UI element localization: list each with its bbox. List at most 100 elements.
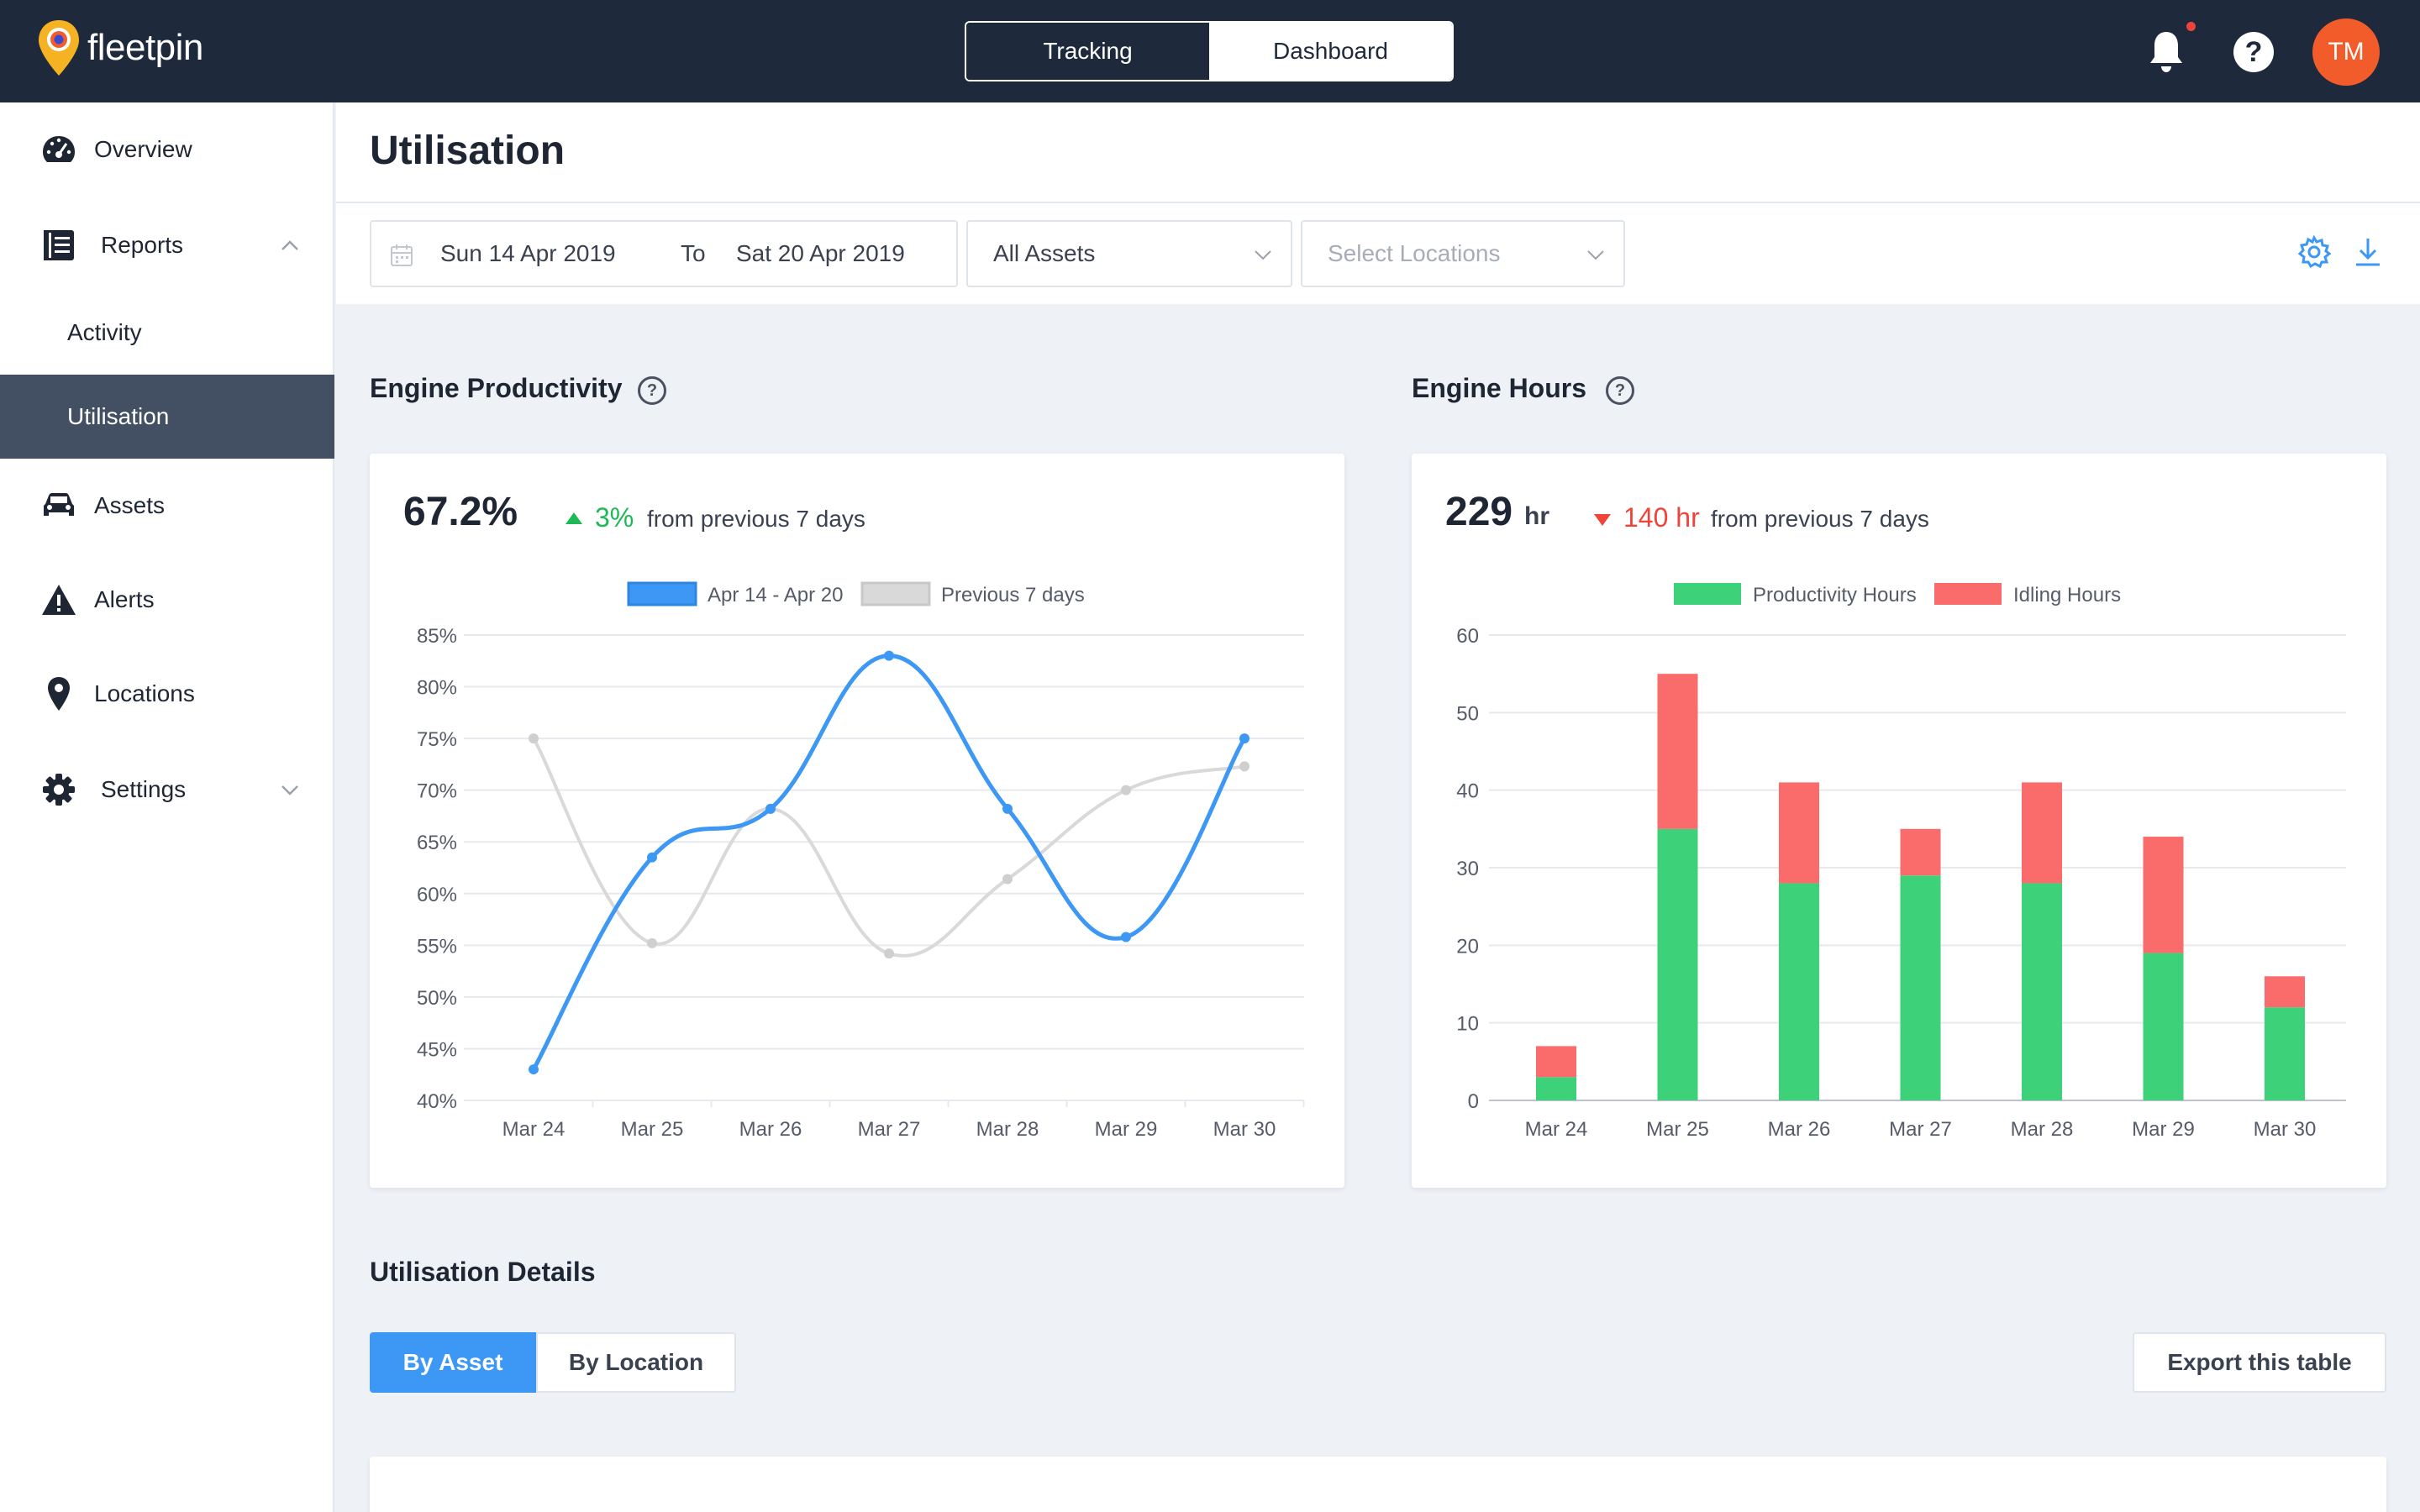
bar-productivity xyxy=(2022,883,2062,1100)
page-header: Utilisation xyxy=(336,102,2420,203)
y-tick-label: 75% xyxy=(417,728,457,751)
sidebar-item-settings[interactable]: Settings xyxy=(0,748,334,832)
avatar[interactable]: TM xyxy=(2312,18,2380,86)
sidebar-item-assets[interactable]: Assets xyxy=(0,464,334,548)
assets-select[interactable]: All Assets xyxy=(966,220,1292,287)
legend-swatch xyxy=(627,581,697,606)
tab-dashboard[interactable]: Dashboard xyxy=(1209,23,1452,80)
bar-productivity xyxy=(2265,1007,2305,1100)
arrow-down-icon xyxy=(1594,514,1611,526)
sidebar-item-locations[interactable]: Locations xyxy=(0,652,334,736)
sidebar-item-label: Activity xyxy=(67,319,142,345)
date-from: Sun 14 Apr 2019 xyxy=(440,240,616,266)
sidebar-item-label: Overview xyxy=(94,136,192,162)
legend-swatch xyxy=(1934,583,2002,605)
y-tick-label: 60% xyxy=(417,884,457,906)
export-table-button[interactable]: Export this table xyxy=(2133,1332,2386,1393)
arrow-up-icon xyxy=(566,512,582,524)
assets-select-value: All Assets xyxy=(993,240,1096,266)
x-tick-label: Mar 28 xyxy=(976,1118,1039,1141)
bar-idling xyxy=(1900,828,1941,876)
logo[interactable]: fleetpin xyxy=(37,18,203,77)
tab-by-location[interactable]: By Location xyxy=(536,1332,736,1393)
data-point xyxy=(884,948,894,959)
y-tick-label: 70% xyxy=(417,780,457,803)
engine-hours-card: 229 hr 140 hr from previous 7 days 0 10 20… xyxy=(1412,454,2386,1188)
tab-by-asset[interactable]: By Asset xyxy=(370,1332,536,1393)
data-point xyxy=(1002,803,1013,814)
locations-select-placeholder: Select Locations xyxy=(1328,240,1501,266)
sidebar-item-label: Utilisation xyxy=(67,403,170,429)
sidebar-item-alerts[interactable]: Alerts xyxy=(0,558,334,642)
y-tick-label: 45% xyxy=(417,1038,457,1061)
locations-select[interactable]: Select Locations xyxy=(1301,220,1625,287)
engine-hours-chart: 0 10 20 30 40 50 60 Mar 24 Mar 25 Mar 26 Mar 27 Mar… xyxy=(1456,583,2346,1141)
x-tick-label: Mar 29 xyxy=(2132,1118,2195,1141)
x-tick-label: Mar 30 xyxy=(1213,1118,1276,1141)
sidebar-item-reports[interactable]: Reports xyxy=(0,203,334,287)
y-tick-label: 40% xyxy=(417,1090,457,1113)
date-range-picker[interactable]: Sun 14 Apr 2019 To Sat 20 Apr 2019 xyxy=(370,220,958,287)
page-title: Utilisation xyxy=(370,129,566,173)
bar-idling xyxy=(1536,1046,1576,1078)
x-tick-label: Mar 27 xyxy=(1889,1118,1952,1141)
filter-bar: Sun 14 Apr 2019 To Sat 20 Apr 2019 All A… xyxy=(336,203,2420,304)
date-to: Sat 20 Apr 2019 xyxy=(736,240,905,266)
data-point xyxy=(647,937,657,948)
x-tick-label: Mar 26 xyxy=(1768,1118,1831,1141)
data-point xyxy=(529,1064,539,1075)
sidebar-item-overview[interactable]: Overview xyxy=(0,108,334,192)
sidebar-item-label: Reports xyxy=(101,232,184,258)
bar-idling xyxy=(2265,976,2305,1008)
bar-idling xyxy=(1779,782,1819,884)
settings-gear-icon[interactable] xyxy=(2297,235,2331,269)
chevron-up-icon xyxy=(281,240,298,250)
x-tick-label: Mar 25 xyxy=(1646,1118,1709,1141)
legend-label: Apr 14 - Apr 20 xyxy=(708,584,843,606)
x-tick-label: Mar 30 xyxy=(2254,1118,2317,1141)
legend-label: Previous 7 days xyxy=(941,584,1085,606)
y-tick-label: 50% xyxy=(417,987,457,1010)
help-icon[interactable]: ? xyxy=(2233,32,2274,72)
engine-hours-title: Engine Hours xyxy=(1412,373,1587,403)
sidebar-item-activity[interactable]: Activity xyxy=(0,291,334,375)
x-tick-label: Mar 27 xyxy=(858,1118,921,1141)
notification-dot xyxy=(2186,22,2196,31)
tab-tracking[interactable]: Tracking xyxy=(966,23,1209,80)
data-point xyxy=(884,650,894,661)
help-circle-icon[interactable]: ? xyxy=(1606,376,1634,405)
data-point xyxy=(647,852,657,863)
download-icon[interactable] xyxy=(2351,235,2385,269)
legend-swatch xyxy=(1674,583,1741,605)
bar-productivity xyxy=(1779,883,1819,1100)
y-tick-label: 20 xyxy=(1456,935,1479,958)
utilisation-details-title: Utilisation Details xyxy=(370,1257,596,1287)
data-point xyxy=(765,803,776,814)
legend-swatch xyxy=(860,581,931,606)
sidebar-item-utilisation[interactable]: Utilisation xyxy=(0,375,334,459)
x-tick-label: Mar 25 xyxy=(621,1118,684,1141)
y-tick-label: 0 xyxy=(1468,1090,1479,1113)
date-to-label: To xyxy=(681,240,706,266)
engine-productivity-card: 67.2% 3% from previous 7 days 40% 45% 50% 5… xyxy=(370,454,1344,1188)
gear-icon xyxy=(43,774,75,806)
sidebar-item-label: Assets xyxy=(94,492,166,518)
data-point xyxy=(1121,785,1131,795)
data-point xyxy=(1121,932,1131,942)
car-icon xyxy=(44,493,74,516)
data-point xyxy=(1239,761,1249,772)
data-point xyxy=(1239,733,1249,744)
bar-productivity xyxy=(1536,1077,1576,1100)
warning-icon xyxy=(42,585,76,615)
y-tick-label: 40 xyxy=(1456,780,1479,803)
x-tick-label: Mar 24 xyxy=(1525,1118,1588,1141)
chevron-down-icon xyxy=(1587,250,1604,260)
map-pin-icon xyxy=(48,677,70,711)
help-circle-icon[interactable]: ? xyxy=(638,376,666,405)
details-table-card xyxy=(370,1457,2386,1512)
bell-icon[interactable] xyxy=(2146,29,2186,74)
bar-idling xyxy=(2022,782,2062,884)
app-name: fleetpin xyxy=(87,27,203,68)
chevron-down-icon xyxy=(1255,250,1271,260)
sidebar-item-label: Locations xyxy=(94,680,195,706)
